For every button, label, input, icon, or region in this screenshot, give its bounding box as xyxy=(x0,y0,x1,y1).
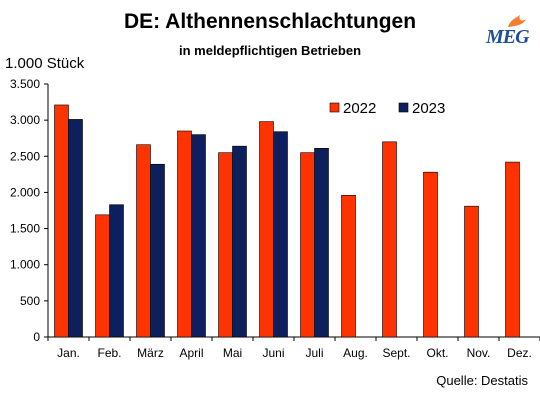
bar-2023-Feb. xyxy=(109,204,124,338)
flame-icon xyxy=(508,15,526,27)
logo-text: MEG xyxy=(486,26,530,48)
chart-subtitle: in meldepflichtigen Betrieben xyxy=(178,43,362,58)
bar-2023-Juli xyxy=(314,148,329,338)
x-tick-label: Aug. xyxy=(343,346,368,360)
legend-label-2023: 2023 xyxy=(412,100,445,117)
bar-2023-Mai xyxy=(232,145,247,338)
x-tick-label: Juli xyxy=(305,346,323,360)
legend-label-2022: 2022 xyxy=(343,100,376,117)
y-tick-label: 3.500 xyxy=(10,77,40,91)
bar-2022-Juli xyxy=(300,152,315,338)
bar-2022-Sept. xyxy=(382,141,397,338)
bar-2022-Feb. xyxy=(95,214,110,338)
y-tick-label: 1.500 xyxy=(10,222,40,236)
bars xyxy=(54,104,520,338)
x-tick-label: Mai xyxy=(223,346,242,360)
y-axis: 0 500 1.000 1.500 2.000 2.500 3.000 3.500 xyxy=(10,77,49,344)
y-tick-label: 2.000 xyxy=(10,185,40,199)
y-tick-label: 3.000 xyxy=(10,113,40,127)
bar-2022-Mai xyxy=(218,152,233,338)
bar-2023-Jan. xyxy=(68,119,83,338)
bar-2022-Jan. xyxy=(54,104,69,338)
bar-2023-März xyxy=(150,163,165,338)
bar-2022-Juni xyxy=(259,121,274,338)
x-tick-label: April xyxy=(179,346,203,360)
x-axis: Jan. Feb. März April Mai Juni Juli Aug. Sept. Okt… xyxy=(47,336,540,360)
y-axis-unit-label: 1.000 Stück xyxy=(5,55,85,72)
bar-2023-April xyxy=(191,134,206,338)
chart-title: DE: Althennenschlachtungen xyxy=(123,10,417,33)
y-tick-label: 500 xyxy=(20,294,40,308)
x-tick-label: Okt. xyxy=(426,346,448,360)
bar-2022-Aug. xyxy=(341,195,356,338)
source-note: Quelle: Destatis xyxy=(436,373,528,388)
y-tick-label: 1.000 xyxy=(10,258,40,272)
legend-swatch-2023 xyxy=(398,102,409,113)
legend: 2022 2023 xyxy=(329,100,445,117)
bar-2022-März xyxy=(136,144,151,338)
bar-2023-Juni xyxy=(273,131,288,338)
y-tick-label: 2.500 xyxy=(10,149,40,163)
y-tick-label: 0 xyxy=(33,330,40,344)
bar-2022-Dez. xyxy=(505,161,520,338)
x-tick-label: März xyxy=(137,346,164,360)
meg-logo: MEG xyxy=(486,14,534,48)
x-tick-label: Nov. xyxy=(467,346,491,360)
x-tick-label: Dez. xyxy=(507,346,532,360)
legend-swatch-2022 xyxy=(329,102,340,113)
x-tick-label: Sept. xyxy=(382,346,410,360)
bar-2022-Okt. xyxy=(423,171,438,338)
x-tick-label: Jan. xyxy=(57,346,80,360)
bar-2022-April xyxy=(177,130,192,338)
bar-2022-Nov. xyxy=(464,205,479,338)
x-tick-label: Juni xyxy=(262,346,284,360)
x-tick-label: Feb. xyxy=(97,346,121,360)
